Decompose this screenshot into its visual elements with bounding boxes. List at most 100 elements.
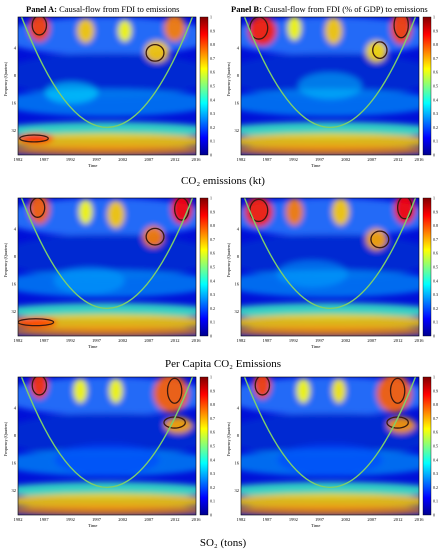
x-tick-label: 2002	[118, 338, 127, 343]
x-tick-label: 1987	[263, 338, 273, 343]
significance-contour	[166, 377, 183, 404]
heat-region	[241, 326, 419, 336]
colorbar-tick-label: 0.8	[433, 223, 438, 228]
y-tick-label: 16	[235, 101, 240, 106]
colorbar-tick-label: 0.9	[210, 209, 215, 214]
colorbar-tick-label: 0.6	[210, 430, 215, 435]
colorbar-tick-label: 0.1	[210, 139, 215, 144]
chart-so2-panel-a: 4 8 16 32 Frequency (Quarters) 1982 1987 1992 19…	[3, 375, 215, 529]
colorbar-tick-label: 0.1	[210, 320, 215, 325]
y-tick-label: 8	[237, 73, 240, 78]
x-tick-label: 2012	[171, 517, 180, 522]
x-tick-label: 2007	[367, 338, 377, 343]
y-tick-label: 8	[14, 73, 17, 78]
colorbar-tick-label: 0.6	[433, 70, 438, 75]
x-tick-label: 1997	[92, 157, 102, 162]
colorbar-tick-label: 0.7	[210, 237, 215, 242]
significance-contour	[393, 17, 409, 39]
colorbar-tick-label: 1	[210, 375, 212, 380]
cone-of-influence	[20, 198, 194, 310]
significance-contour	[370, 230, 390, 249]
colorbar-tick-label: 0.3	[210, 471, 215, 476]
significance-contour	[18, 318, 55, 327]
heat-region	[18, 313, 196, 331]
panel-a-title: Panel A: Causal-flow from FDI to emissio…	[26, 4, 179, 14]
heat-region	[296, 378, 311, 404]
cone-of-influence	[20, 377, 194, 489]
x-tick-label: 2002	[341, 338, 350, 343]
y-tick-label: 8	[237, 433, 240, 438]
y-tick-label: 16	[12, 101, 17, 106]
x-tick-label: 2007	[144, 517, 154, 522]
y-tick-label: 16	[235, 282, 240, 287]
colorbar-tick-label: 0	[210, 153, 212, 158]
heat-region	[331, 198, 350, 226]
y-axis-label: Frequency (Quarters)	[226, 242, 231, 277]
significance-contour	[145, 43, 165, 62]
colorbar-tick-label: 0.5	[210, 444, 215, 449]
cone-of-influence	[243, 377, 417, 489]
colorbar-tick-label: 0.4	[433, 97, 438, 102]
colorbar-tick-label: 1	[210, 15, 212, 20]
x-tick-label: 1992	[66, 517, 75, 522]
y-tick-label: 32	[12, 488, 17, 493]
y-tick-label: 16	[235, 461, 240, 466]
x-tick-label: 1982	[14, 338, 23, 343]
heat-region	[153, 377, 189, 413]
colorbar-tick-label: 0.2	[210, 125, 215, 130]
colorbar	[422, 197, 432, 337]
cone-of-influence	[243, 17, 417, 129]
heat-region	[18, 88, 196, 117]
heat-region	[18, 132, 196, 150]
significance-contour	[29, 198, 46, 218]
heat-region	[53, 267, 125, 295]
x-tick-label: 2007	[144, 157, 154, 162]
x-tick-label: 1992	[66, 338, 75, 343]
colorbar-tick-label: 0.5	[433, 84, 438, 89]
heat-region	[18, 326, 196, 336]
significance-contour	[389, 377, 406, 404]
x-tick-label: 2016	[415, 338, 425, 343]
y-tick-label: 4	[237, 405, 240, 410]
chart-percapita-panel-a: 4 8 16 32 Frequency (Quarters) 1982 1987 1992 19…	[3, 196, 215, 350]
chart-so2-panel-b: 4 8 16 32 Frequency (Quarters) 1982 1987 1992 19…	[226, 375, 438, 529]
heat-region	[276, 443, 384, 477]
heat-region	[241, 88, 419, 117]
row-title-co2: CO₂ emissions (kt)	[181, 175, 265, 187]
heat-region	[144, 40, 170, 63]
colorbar-tick-label: 0.4	[210, 97, 215, 102]
x-axis-label: Time	[88, 523, 97, 528]
colorbar	[199, 376, 209, 516]
colorbar	[422, 376, 432, 516]
colorbar-tick-label: 0.7	[433, 416, 438, 421]
x-tick-label: 1982	[237, 517, 246, 522]
colorbar-tick-label: 0.1	[433, 499, 438, 504]
colorbar-tick-label: 0.9	[433, 209, 438, 214]
heat-region	[78, 199, 93, 225]
x-tick-label: 1997	[92, 517, 102, 522]
heat-region	[171, 198, 193, 225]
x-tick-label: 1997	[315, 157, 325, 162]
heat-region	[18, 492, 196, 510]
colorbar-tick-label: 0.8	[210, 42, 215, 47]
x-tick-label: 2012	[394, 157, 403, 162]
colorbar-tick-label: 0.6	[210, 70, 215, 75]
panel-b-text: Causal-flow from FDI (% of GDP) to emiss…	[261, 4, 428, 14]
y-tick-label: 32	[235, 309, 240, 314]
x-tick-label: 2002	[118, 157, 127, 162]
x-axis-label: Time	[88, 163, 97, 168]
heatmap-layer	[241, 17, 419, 155]
x-tick-label: 2016	[192, 517, 202, 522]
chart-co2-panel-a: 4 8 16 32 Frequency (Quarters) 1982 1987 1992 19…	[3, 15, 215, 169]
x-tick-label: 1992	[289, 517, 298, 522]
panel-b-label: Panel B:	[231, 4, 262, 14]
significance-contour	[145, 227, 165, 246]
x-tick-label: 1982	[14, 517, 23, 522]
heat-region	[18, 505, 196, 515]
y-tick-label: 4	[237, 45, 240, 50]
heat-region	[18, 412, 196, 458]
x-tick-label: 1992	[289, 338, 298, 343]
colorbar-tick-label: 1	[433, 15, 435, 20]
heat-region	[276, 260, 348, 288]
colorbar-tick-label: 1	[210, 196, 212, 201]
